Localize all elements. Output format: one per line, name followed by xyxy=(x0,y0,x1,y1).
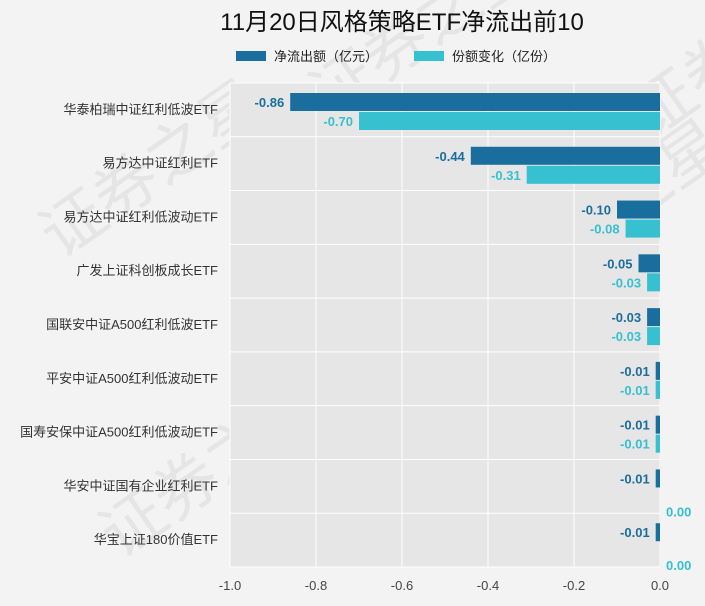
x-tick-label: 0.0 xyxy=(651,578,669,593)
category-label: 华泰柏瑞中证红利低波ETF xyxy=(63,102,218,117)
category-label: 华安中证国有企业红利ETF xyxy=(63,478,218,493)
value-label-share-change: 0.00 xyxy=(666,504,691,519)
x-tick-label: -1.0 xyxy=(219,578,241,593)
bar-outflow xyxy=(647,308,660,327)
legend-label-share-change: 份额变化（亿份） xyxy=(452,49,556,64)
category-label: 华宝上证180价值ETF xyxy=(94,532,218,547)
value-label-outflow: -0.03 xyxy=(611,310,641,325)
value-label-outflow: -0.86 xyxy=(255,95,285,110)
bar-outflow xyxy=(617,200,660,219)
x-tick-label: -0.2 xyxy=(563,578,585,593)
bar-outflow xyxy=(655,523,660,542)
category-label: 平安中证A500红利低波动ETF xyxy=(46,371,218,386)
legend: 净流出额（亿元） 份额变化（亿份） xyxy=(236,49,556,64)
value-label-share-change: -0.03 xyxy=(611,329,641,344)
bar-outflow xyxy=(470,146,660,165)
bar-outflow xyxy=(655,361,660,380)
value-label-share-change: -0.70 xyxy=(323,114,353,129)
value-label-share-change: -0.03 xyxy=(611,275,641,290)
value-label-outflow: -0.10 xyxy=(581,203,611,218)
value-label-share-change: -0.08 xyxy=(590,222,620,237)
value-label-share-change: 0.00 xyxy=(666,558,691,573)
bar-outflow xyxy=(290,93,660,111)
category-label: 广发上证科创板成长ETF xyxy=(76,263,218,278)
bar-share-change xyxy=(647,273,660,292)
value-label-share-change: -0.01 xyxy=(620,437,650,452)
value-label-outflow: -0.01 xyxy=(620,471,650,486)
value-labels: -0.86 -0.70 -0.44 -0.31 -0.10 -0.08 -0.05 -0.03… xyxy=(255,95,692,573)
value-label-outflow: -0.44 xyxy=(435,149,465,164)
value-label-share-change: -0.31 xyxy=(491,168,521,183)
category-labels: 华泰柏瑞中证红利低波ETF 易方达中证红利ETF 易方达中证红利低波动ETF 广发上证… xyxy=(20,102,218,547)
value-label-share-change: -0.01 xyxy=(620,383,650,398)
value-label-outflow: -0.01 xyxy=(620,525,650,540)
category-label: 易方达中证红利低波动ETF xyxy=(63,209,218,224)
x-tick-label: -0.8 xyxy=(305,578,327,593)
bar-outflow xyxy=(655,469,660,488)
category-label: 易方达中证红利ETF xyxy=(102,156,218,171)
category-label: 国寿安保中证A500红利低波动ETF xyxy=(20,425,218,440)
bars xyxy=(290,93,660,542)
bar-share-change xyxy=(359,112,660,130)
value-label-outflow: -0.01 xyxy=(620,364,650,379)
chart-title: 11月20日风格策略ETF净流出前10 xyxy=(220,9,584,36)
category-label: 国联安中证A500红利低波ETF xyxy=(46,317,218,332)
bar-outflow xyxy=(655,415,660,434)
value-label-outflow: -0.01 xyxy=(620,418,650,433)
legend-label-outflow: 净流出额（亿元） xyxy=(274,49,378,64)
x-tick-labels: -1.0 -0.8 -0.6 -0.4 -0.2 0.0 xyxy=(219,578,669,593)
bar-share-change xyxy=(526,165,660,184)
bar-outflow xyxy=(638,254,660,273)
legend-swatch-share-change xyxy=(414,51,444,61)
value-label-outflow: -0.05 xyxy=(603,256,633,271)
bar-share-change xyxy=(625,219,660,238)
bar-share-change xyxy=(647,327,660,346)
bar-share-change xyxy=(655,380,660,399)
x-tick-label: -0.6 xyxy=(391,578,413,593)
x-tick-label: -0.4 xyxy=(477,578,499,593)
bar-share-change xyxy=(655,434,660,453)
legend-swatch-outflow xyxy=(236,51,266,61)
